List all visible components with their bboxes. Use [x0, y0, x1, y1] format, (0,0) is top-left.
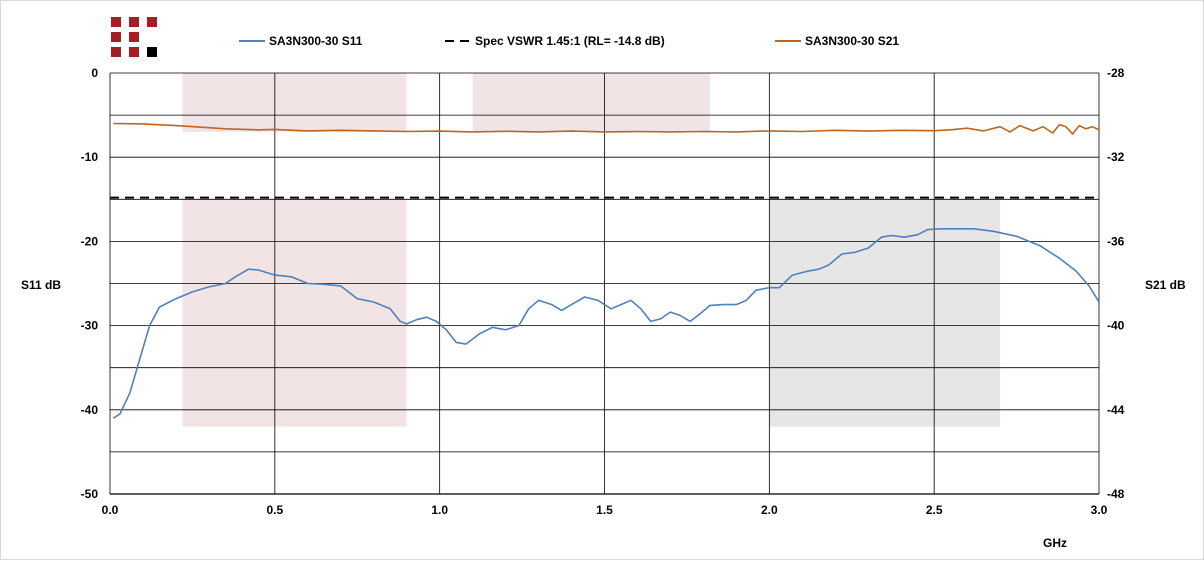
legend-label-s21: SA3N300-30 S21 — [805, 34, 899, 48]
x-tick-label: 1.5 — [596, 503, 613, 517]
highlight-band — [182, 199, 407, 427]
y-left-tick-label: 0 — [91, 66, 98, 80]
highlight-band — [182, 73, 407, 132]
grid-lines — [109, 72, 1100, 495]
series-lines — [110, 122, 1100, 419]
legend-label-s11: SA3N300-30 S11 — [269, 34, 363, 48]
y-left-tick-label: -20 — [81, 234, 99, 248]
series-line-2 — [113, 122, 1100, 135]
highlight-bands — [182, 73, 1001, 427]
y-right-tick-label: -40 — [1107, 319, 1125, 333]
y-left-tick-label: -40 — [81, 403, 99, 417]
y-right-tick-label: -44 — [1107, 403, 1125, 417]
y-axis-right-label: S21 dB — [1145, 278, 1186, 292]
x-tick-label: 2.5 — [926, 503, 943, 517]
x-tick-label: 0.5 — [266, 503, 283, 517]
brand-logo — [111, 17, 157, 57]
legend-label-spec: Spec VSWR 1.45:1 (RL= -14.8 dB) — [475, 34, 665, 48]
highlight-band — [472, 73, 710, 132]
y-right-tick-label: -36 — [1107, 234, 1125, 248]
x-tick-label: 1.0 — [431, 503, 448, 517]
y-right-tick-label: -28 — [1107, 66, 1125, 80]
x-tick-label: 2.0 — [761, 503, 778, 517]
y-right-tick-label: -48 — [1107, 487, 1125, 501]
y-left-tick-label: -50 — [81, 487, 99, 501]
y-axis-left-label: S11 dB — [21, 278, 61, 292]
x-axis-label: GHz — [1043, 536, 1067, 550]
y-left-tick-label: -10 — [81, 150, 99, 164]
x-tick-label: 0.0 — [102, 503, 119, 517]
legend: SA3N300-30 S11 Spec VSWR 1.45:1 (RL= -14… — [239, 34, 899, 48]
y-left-tick-label: -30 — [81, 319, 99, 333]
highlight-band — [769, 199, 1001, 427]
x-tick-label: 3.0 — [1091, 503, 1108, 517]
tick-labels: 0.0 0.5 1.0 1.5 2.0 2.5 3.0 0 -10 -20 -30 -40 -50 -28… — [81, 66, 1125, 517]
y-right-tick-label: -32 — [1107, 150, 1125, 164]
series-line-0 — [112, 228, 1100, 419]
